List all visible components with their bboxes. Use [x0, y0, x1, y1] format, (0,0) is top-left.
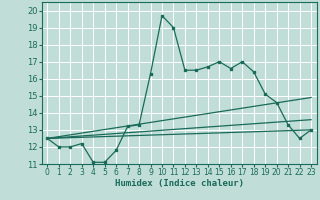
X-axis label: Humidex (Indice chaleur): Humidex (Indice chaleur) — [115, 179, 244, 188]
